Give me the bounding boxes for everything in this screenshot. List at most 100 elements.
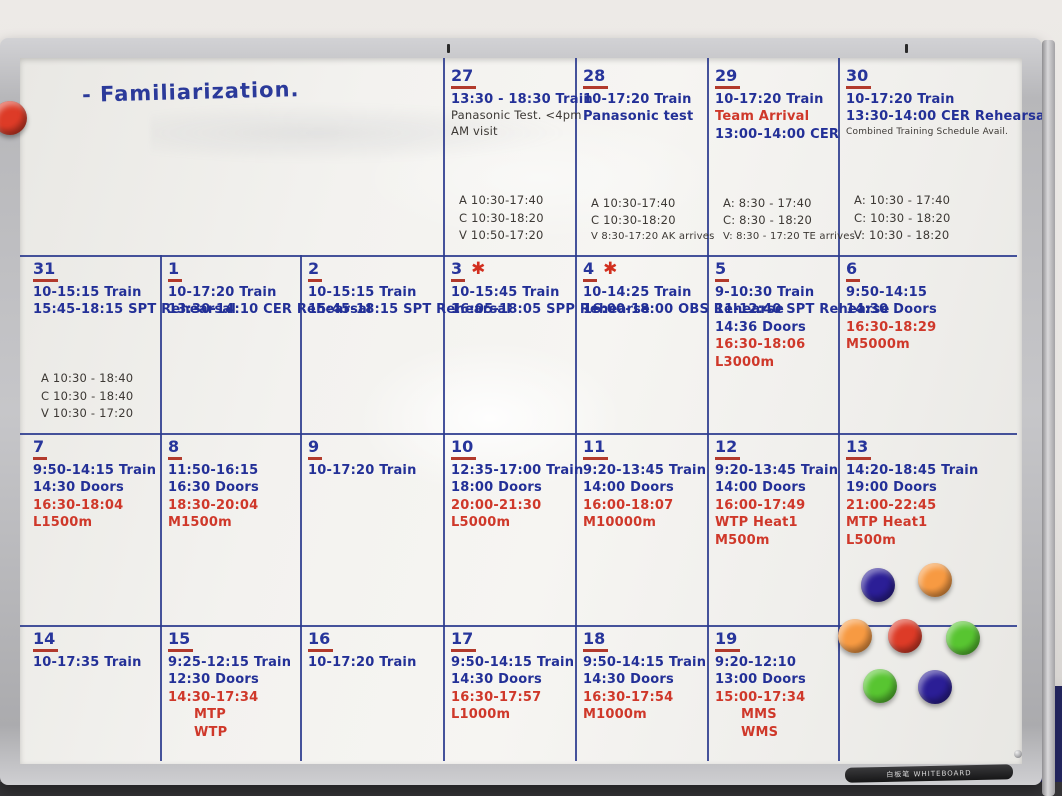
calendar-cell: 14 10-17:35 Train (33, 630, 156, 752)
schedule-line: L500m (846, 532, 896, 548)
schedule-line: 9:50-14:15 Train (451, 654, 575, 670)
schedule-line: 13:00 Doors (715, 672, 806, 688)
schedule-line: WTP (194, 724, 228, 740)
calendar-cell: 16 10-17:20 Train (308, 630, 439, 752)
calendar-cell: 12 9:20-13:45 Train 14:00 Doors 16:00-17:49… (715, 438, 839, 619)
date-header: 8 (168, 438, 296, 460)
date-number: 19 (715, 630, 741, 652)
schedule-line: MTP (194, 707, 226, 723)
asterisk-mark: ✱ (471, 259, 486, 279)
schedule-line: 9:50-14:15 (846, 284, 928, 300)
schedule-line: 16:30-18:04 (33, 497, 124, 513)
schedule-line: M5000m (846, 337, 910, 353)
date-number: 27 (451, 67, 477, 89)
date-number: 6 (846, 260, 861, 282)
calendar-cell: 3 ✱ 10-15:45 Train 16:05-18:05 SPP Rehearse (451, 259, 650, 427)
calendar-cell: 4 ✱ 10-14:25 Train 16:00-18:00 OBS Rehearse (583, 259, 784, 427)
asterisk-mark: ✱ (603, 259, 618, 279)
date-number: 17 (451, 630, 477, 652)
magnet-navy (861, 568, 895, 602)
acv-times: A 10:30-17:40 C 10:30-18:20 V 10:50-17:20 (459, 192, 544, 244)
schedule-line: 14:00 Doors (583, 480, 674, 496)
acv-line: C: 10:30 - 18:20 (854, 210, 951, 225)
date-header: 7 (33, 438, 156, 460)
date-header: 2 (308, 260, 439, 282)
schedule-line: 10-15:15 Train (308, 284, 417, 300)
magnet-red (888, 619, 922, 653)
schedule-line: AM visit (451, 123, 498, 138)
schedule-line: 14:36 Doors (715, 319, 806, 335)
date-number: 9 (308, 438, 323, 460)
schedule-line: M1500m (168, 515, 232, 531)
date-header: 12 (715, 438, 834, 460)
acv-line: V 10:50-17:20 (459, 227, 544, 242)
stand-right-pole (1042, 40, 1055, 796)
acv-times: A 10:30 - 18:40 C 10:30 - 18:40 V 10:30 - … (41, 370, 133, 422)
date-number: 12 (715, 438, 741, 460)
floor (0, 782, 1062, 796)
schedule-line: Team Arrival (715, 109, 810, 125)
date-number: 30 (846, 67, 872, 89)
whiteboard-frame: - Familiarization. 27 13:30 - 18:30 Train… (0, 38, 1050, 785)
date-header: 10 (451, 438, 571, 460)
acv-line: A 10:30-17:40 (591, 195, 676, 210)
date-number: 1 (168, 260, 183, 282)
date-number: 5 (715, 260, 730, 282)
schedule-line: 9:20-12:10 (715, 654, 797, 670)
schedule-line: 16:00-18:07 (583, 497, 674, 513)
date-number: 2 (308, 260, 323, 282)
acv-line: C 10:30-18:20 (459, 210, 544, 225)
date-header: 16 (308, 630, 439, 652)
date-number: 3 (451, 260, 466, 282)
acv-line: V 8:30-17:20 AK arrives (591, 231, 715, 242)
schedule-line: 11:50-16:15 (168, 462, 259, 478)
date-header: 6 (846, 260, 1011, 282)
schedule-line: 9:20-13:45 Train (715, 462, 839, 478)
schedule-line: 10-17:20 Train (308, 654, 417, 670)
magnet-orange (838, 619, 872, 653)
acv-line: A 10:30-17:40 (459, 193, 544, 208)
schedule-line: 13:30-14:00 CER Rehearsal (846, 109, 1050, 125)
schedule-line: 14:30 Doors (583, 672, 674, 688)
schedule-line: 14:30-17:34 (168, 689, 259, 705)
schedule-line: L3000m (715, 354, 775, 370)
schedule-line: 18:00 Doors (451, 480, 542, 496)
date-number: 16 (308, 630, 334, 652)
calendar-cell: 5 9-10:30 Train 11-12:40 SPT Rehearse 14:36… (715, 260, 889, 427)
schedule-line: 15:00-17:34 (715, 689, 806, 705)
calendar-cell: 9 10-17:20 Train (308, 438, 439, 619)
whiteboard-surface: - Familiarization. 27 13:30 - 18:30 Train… (20, 58, 1050, 764)
date-number: 18 (583, 630, 609, 652)
acv-line: V: 10:30 - 18:20 (854, 227, 950, 242)
schedule-line: L1500m (33, 515, 93, 531)
date-header: 3 ✱ (451, 259, 571, 282)
schedule-line: 21:00-22:45 (846, 497, 937, 513)
schedule-line: 16:30-18:29 (846, 319, 937, 335)
schedule-line: 9:25-12:15 Train (168, 654, 292, 670)
date-header: 4 ✱ (583, 259, 703, 282)
schedule-line: M500m (715, 532, 770, 548)
grid-vline (838, 58, 840, 761)
calendar-cell: 19 9:20-12:10 13:00 Doors 15:00-17:34 MMS WMS (715, 630, 834, 752)
grid-vline (443, 58, 445, 761)
acv-line: V: 8:30 - 17:20 TE arrives (723, 231, 856, 242)
acv-times: A 10:30-17:40 C 10:30-18:20 V 8:30-17:20 A… (591, 195, 715, 245)
pen-mark (447, 44, 450, 53)
date-header: 17 (451, 630, 571, 652)
acv-line: C 10:30 - 18:40 (41, 388, 134, 403)
schedule-line: 18:30-20:04 (168, 497, 259, 513)
date-header: 15 (168, 630, 296, 652)
date-header: 9 (308, 438, 439, 460)
schedule-line: 10-17:20 Train (168, 284, 277, 300)
grid-vline (160, 255, 162, 761)
calendar-cell: 10 12:35-17:00 Train 18:00 Doors 20:00-21:3… (451, 438, 583, 619)
whiteboard-marker: 白板笔 WHITEBOARD (844, 764, 1014, 783)
magnet-red (0, 101, 27, 135)
schedule-line: 14:20-18:45 Train (846, 462, 979, 478)
schedule-line: 14:30 Doors (451, 672, 542, 688)
date-header: 27 (451, 67, 571, 89)
schedule-line: M10000m (583, 515, 657, 531)
magnet-green (863, 669, 897, 703)
schedule-line: 15:45-18:15 SPT Rehearsal (33, 302, 237, 318)
